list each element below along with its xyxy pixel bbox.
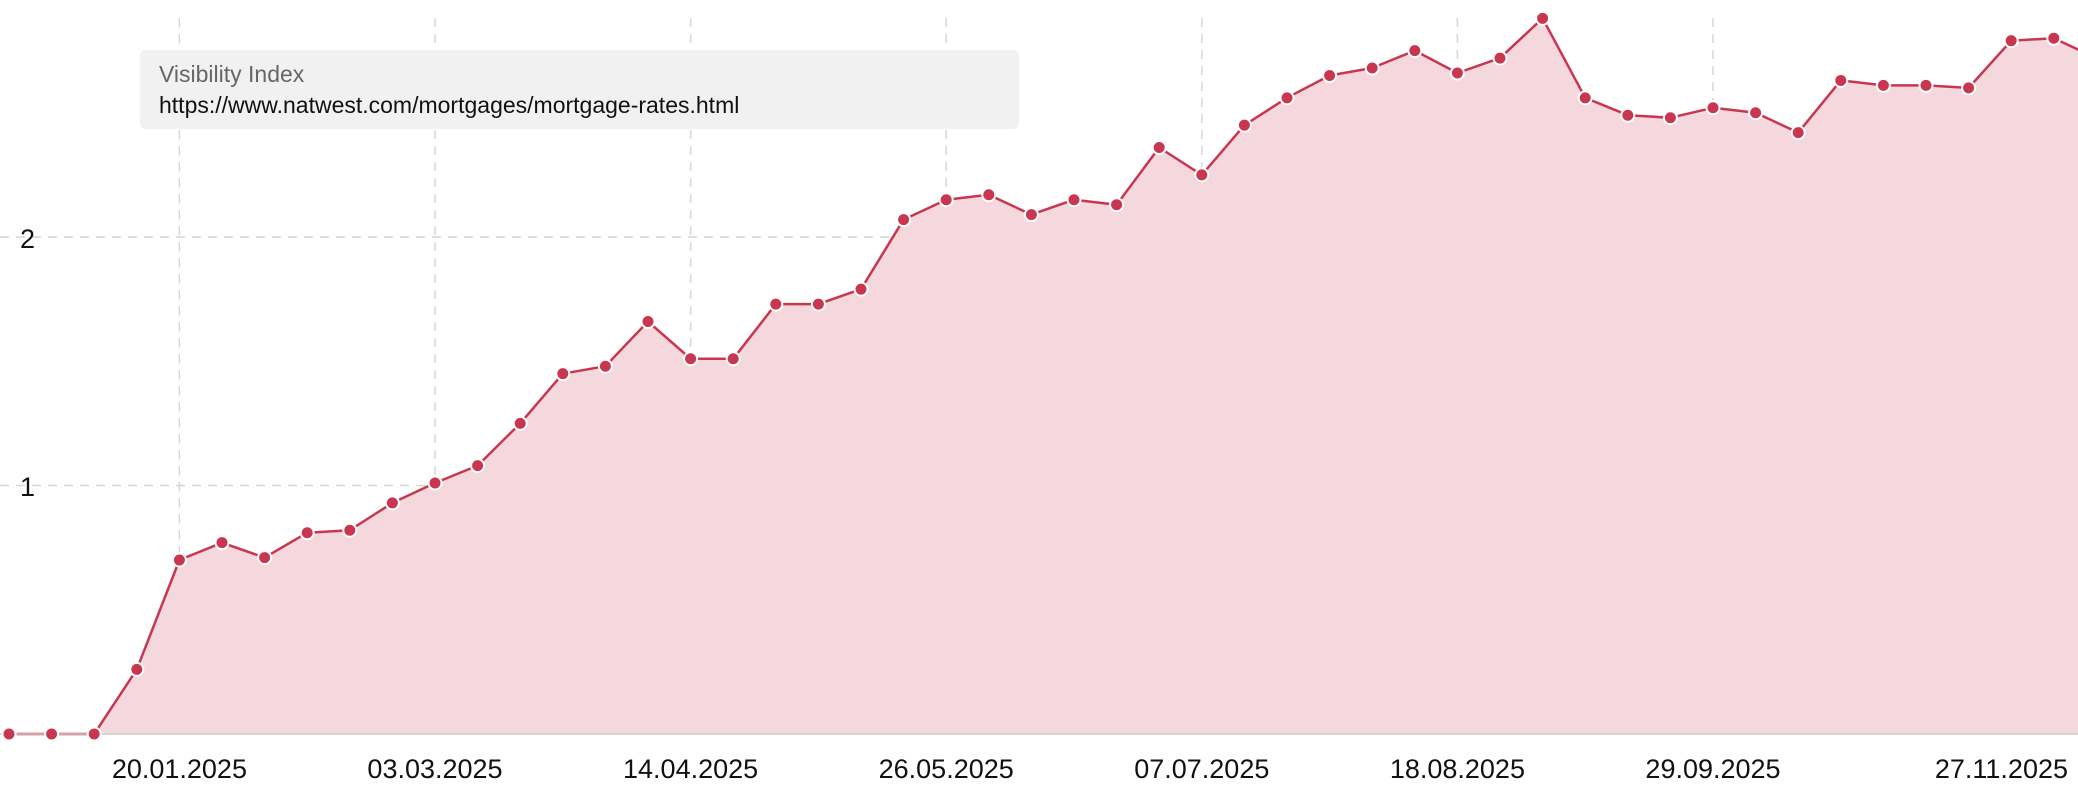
data-point — [1875, 77, 1891, 93]
data-point — [1662, 110, 1678, 126]
data-point — [427, 475, 443, 491]
data-point — [1705, 100, 1721, 116]
data-point — [1449, 65, 1465, 81]
data-point — [1194, 167, 1210, 183]
data-point — [1833, 72, 1849, 88]
x-tick-label: 03.03.2025 — [367, 754, 502, 784]
data-point — [257, 550, 273, 566]
data-point — [129, 661, 145, 677]
data-point — [1407, 43, 1423, 59]
x-tick-label: 27.11.2025 — [1935, 754, 2068, 784]
legend-url: https://www.natwest.com/mortgages/mortga… — [159, 92, 740, 118]
data-point — [470, 458, 486, 474]
x-tick-label: 20.01.2025 — [112, 754, 247, 784]
legend-box: Visibility Index https://www.natwest.com… — [140, 50, 1019, 129]
x-tick-label: 18.08.2025 — [1390, 754, 1525, 784]
data-point — [1577, 90, 1593, 106]
data-points — [1, 10, 2062, 742]
data-point — [853, 281, 869, 297]
data-point — [938, 192, 954, 208]
data-point — [1492, 50, 1508, 66]
y-tick-label: 1 — [20, 472, 35, 502]
legend-title: Visibility Index — [159, 61, 305, 87]
data-point — [1279, 90, 1295, 106]
data-point — [1364, 60, 1380, 76]
data-point — [1236, 117, 1252, 133]
data-point — [1918, 77, 1934, 93]
data-point — [1790, 125, 1806, 141]
x-axis-labels: 20.01.2025 03.03.2025 14.04.2025 26.05.2025… — [112, 754, 2068, 784]
x-tick-label: 26.05.2025 — [879, 754, 1014, 784]
y-tick-label: 2 — [20, 224, 35, 254]
data-point — [299, 525, 315, 541]
x-tick-label: 14.04.2025 — [623, 754, 758, 784]
series-area — [9, 18, 2078, 734]
x-tick-label: 29.09.2025 — [1645, 754, 1780, 784]
data-point — [86, 726, 102, 742]
y-axis-labels: 1 2 — [20, 224, 35, 502]
data-point — [1748, 105, 1764, 121]
data-point — [810, 296, 826, 312]
data-point — [768, 296, 784, 312]
data-point — [896, 212, 912, 228]
data-point — [1151, 140, 1167, 156]
data-point — [1023, 207, 1039, 223]
data-point — [384, 495, 400, 511]
data-point — [44, 726, 60, 742]
data-point — [214, 535, 230, 551]
data-point — [1535, 10, 1551, 26]
data-point — [683, 351, 699, 367]
data-point — [1109, 197, 1125, 213]
data-point — [1620, 107, 1636, 123]
data-point — [981, 187, 997, 203]
data-point — [1, 726, 17, 742]
x-tick-label: 07.07.2025 — [1134, 754, 1269, 784]
data-point — [640, 313, 656, 329]
data-point — [597, 358, 613, 374]
data-point — [725, 351, 741, 367]
data-point — [555, 366, 571, 382]
data-point — [2003, 33, 2019, 49]
data-point — [1961, 80, 1977, 96]
data-point — [342, 522, 358, 538]
data-point — [512, 415, 528, 431]
data-point — [1322, 67, 1338, 83]
data-point — [2046, 30, 2062, 46]
data-point — [1066, 192, 1082, 208]
data-point — [171, 552, 187, 568]
